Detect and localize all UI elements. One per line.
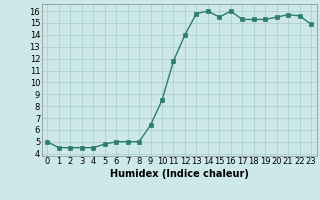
- X-axis label: Humidex (Indice chaleur): Humidex (Indice chaleur): [110, 169, 249, 179]
